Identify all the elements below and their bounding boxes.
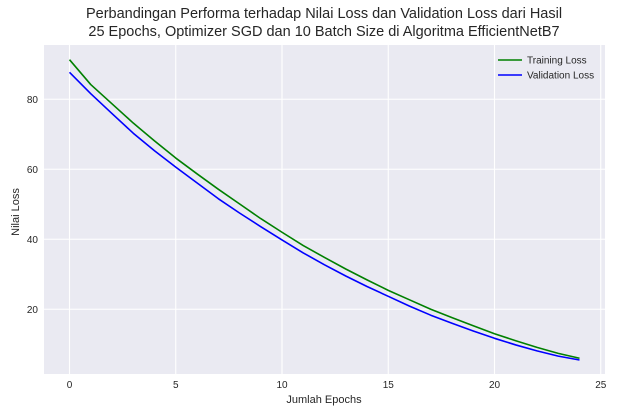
series-lines xyxy=(68,59,580,361)
series-line-training-loss xyxy=(68,59,580,360)
chart-title-line-1: Perbandingan Performa terhadap Nilai Los… xyxy=(86,6,562,22)
tick-labels: 0 5 10 15 20 25 20 40 60 80 xyxy=(27,95,607,391)
legend: Training Loss Validation Loss xyxy=(498,56,594,82)
x-tick-label: 5 xyxy=(173,380,179,391)
plot-area xyxy=(44,45,605,374)
x-tick-label: 25 xyxy=(595,380,607,391)
grid xyxy=(44,45,605,374)
y-tick-label: 80 xyxy=(27,95,39,106)
x-axis-label: Jumlah Epochs xyxy=(286,394,362,406)
legend-label-training-loss: Training Loss xyxy=(527,56,587,67)
series-line-validation-loss xyxy=(68,71,580,361)
x-tick-label: 20 xyxy=(489,380,501,391)
y-axis-label: Nilai Loss xyxy=(10,188,22,236)
chart-title-line-2: 25 Epochs, Optimizer SGD dan 10 Batch Si… xyxy=(88,24,559,40)
y-tick-label: 20 xyxy=(27,305,39,316)
legend-label-validation-loss: Validation Loss xyxy=(527,71,594,82)
x-tick-label: 15 xyxy=(383,380,395,391)
x-tick-label: 0 xyxy=(67,380,73,391)
x-tick-label: 10 xyxy=(276,380,288,391)
y-tick-label: 60 xyxy=(27,165,39,176)
y-tick-label: 40 xyxy=(27,235,39,246)
